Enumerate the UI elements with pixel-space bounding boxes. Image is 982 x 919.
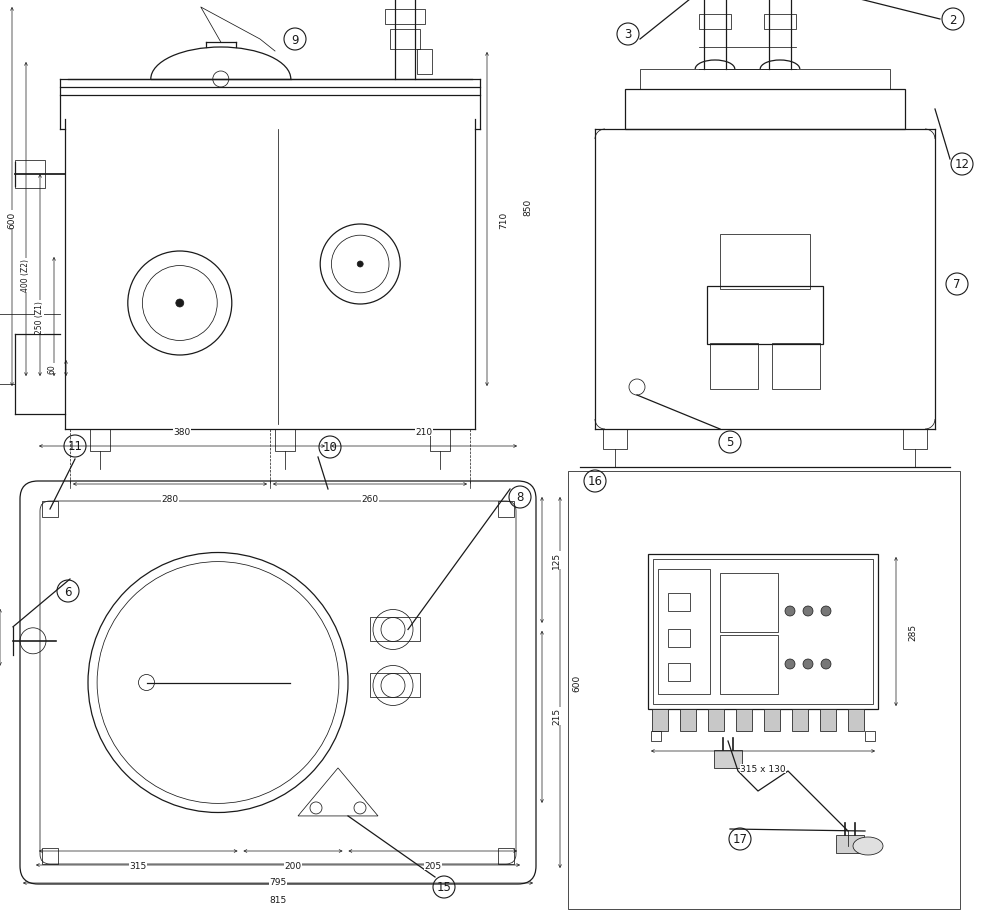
Text: 380: 380 xyxy=(174,427,191,437)
Bar xyxy=(680,709,696,732)
Bar xyxy=(792,709,808,732)
Bar xyxy=(625,90,905,130)
Text: 250 (Z1): 250 (Z1) xyxy=(35,301,44,335)
Circle shape xyxy=(176,300,184,308)
Text: 285: 285 xyxy=(908,623,917,641)
Bar xyxy=(772,344,820,390)
Text: 7: 7 xyxy=(954,278,960,291)
Text: 15: 15 xyxy=(437,880,452,893)
Text: 210: 210 xyxy=(415,427,432,437)
Bar xyxy=(15,161,45,188)
Circle shape xyxy=(821,659,831,669)
Text: 260: 260 xyxy=(361,494,379,504)
Bar xyxy=(568,471,960,909)
Circle shape xyxy=(821,607,831,617)
Bar xyxy=(498,848,514,864)
Bar xyxy=(764,709,780,732)
Bar xyxy=(385,10,425,25)
Text: 280: 280 xyxy=(161,494,179,504)
Text: 205: 205 xyxy=(424,861,441,870)
Text: 850: 850 xyxy=(523,199,532,216)
Bar xyxy=(370,618,420,641)
Ellipse shape xyxy=(853,837,883,855)
Bar xyxy=(668,630,690,647)
Circle shape xyxy=(785,607,795,617)
Text: 6: 6 xyxy=(64,584,72,598)
Bar xyxy=(707,287,823,345)
Bar xyxy=(736,709,752,732)
Bar xyxy=(720,635,778,694)
Bar xyxy=(720,234,810,289)
Bar xyxy=(699,15,731,30)
Circle shape xyxy=(803,607,813,617)
Bar xyxy=(390,30,420,50)
Bar xyxy=(668,594,690,611)
Bar xyxy=(764,15,796,30)
Bar xyxy=(417,50,432,75)
Bar xyxy=(430,429,450,451)
Bar xyxy=(836,835,864,853)
Circle shape xyxy=(357,262,363,267)
Text: 5: 5 xyxy=(727,436,734,449)
Bar xyxy=(714,750,742,768)
Circle shape xyxy=(803,659,813,669)
Text: 710: 710 xyxy=(499,211,508,229)
Bar xyxy=(640,70,890,90)
Bar xyxy=(710,344,758,390)
Circle shape xyxy=(785,659,795,669)
Bar xyxy=(652,709,668,732)
Text: 815: 815 xyxy=(269,895,287,904)
Bar xyxy=(820,709,836,732)
Bar xyxy=(42,502,58,517)
Bar xyxy=(865,732,875,742)
Text: 125: 125 xyxy=(552,551,561,569)
Bar xyxy=(653,560,873,704)
Text: 16: 16 xyxy=(587,475,603,488)
Bar xyxy=(498,502,514,517)
Text: 700: 700 xyxy=(0,189,2,207)
Bar xyxy=(651,732,661,742)
Bar xyxy=(708,709,724,732)
Bar xyxy=(603,429,627,449)
Text: 10: 10 xyxy=(322,441,338,454)
Bar xyxy=(658,570,710,694)
Bar xyxy=(668,664,690,681)
Bar xyxy=(90,429,110,451)
Bar xyxy=(903,429,927,449)
Text: 215: 215 xyxy=(552,708,561,725)
Text: 9: 9 xyxy=(292,33,299,47)
Text: 60: 60 xyxy=(47,364,56,373)
Bar xyxy=(275,429,295,451)
Text: 12: 12 xyxy=(955,158,969,171)
Text: 795: 795 xyxy=(269,877,287,886)
Text: 17: 17 xyxy=(733,833,747,845)
Text: 315 x 130: 315 x 130 xyxy=(740,765,786,773)
Text: 11: 11 xyxy=(68,440,82,453)
Text: 3: 3 xyxy=(625,28,631,41)
Bar xyxy=(370,674,420,698)
Bar xyxy=(648,554,878,709)
Text: 315: 315 xyxy=(130,861,147,870)
Text: 8: 8 xyxy=(517,491,523,504)
Bar xyxy=(848,709,864,732)
Text: 2: 2 xyxy=(950,14,956,27)
Bar xyxy=(720,573,778,632)
Text: 200: 200 xyxy=(285,861,301,870)
Text: 400 (Z2): 400 (Z2) xyxy=(21,259,30,292)
Text: 600: 600 xyxy=(7,211,16,229)
Text: 600: 600 xyxy=(572,675,581,691)
Bar xyxy=(42,848,58,864)
